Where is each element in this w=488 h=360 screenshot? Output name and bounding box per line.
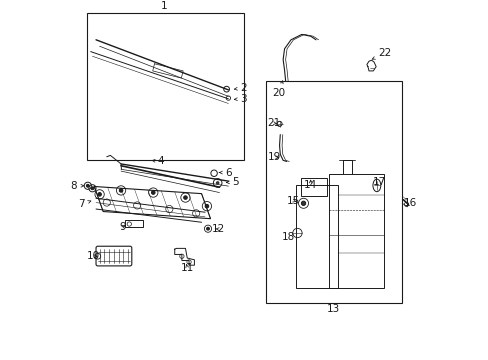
Text: 3: 3 xyxy=(234,94,246,104)
Bar xyxy=(296,185,337,288)
Text: 4: 4 xyxy=(151,157,163,166)
Text: 10: 10 xyxy=(87,251,100,261)
Text: 21: 21 xyxy=(266,118,280,128)
Circle shape xyxy=(119,189,122,192)
Circle shape xyxy=(91,187,94,190)
Text: 20: 20 xyxy=(271,81,285,98)
Bar xyxy=(265,81,401,303)
Text: 9: 9 xyxy=(119,221,126,231)
Bar xyxy=(87,13,244,159)
Bar xyxy=(328,174,383,288)
Circle shape xyxy=(98,193,101,196)
Circle shape xyxy=(86,184,89,187)
Text: 12: 12 xyxy=(211,224,224,234)
Text: 14: 14 xyxy=(304,180,317,190)
Text: 18: 18 xyxy=(281,231,294,242)
Text: 16: 16 xyxy=(404,198,417,208)
Circle shape xyxy=(183,196,187,199)
Text: 7: 7 xyxy=(78,199,91,210)
Text: 19: 19 xyxy=(267,152,280,162)
Text: 1: 1 xyxy=(161,1,167,11)
Circle shape xyxy=(205,204,208,208)
Circle shape xyxy=(206,227,209,230)
Text: 5: 5 xyxy=(226,177,238,187)
Circle shape xyxy=(151,191,155,194)
Text: 6: 6 xyxy=(219,167,231,177)
Circle shape xyxy=(215,181,219,185)
Text: 8: 8 xyxy=(70,181,83,191)
Text: 11: 11 xyxy=(180,263,193,273)
Circle shape xyxy=(301,201,305,206)
Text: 22: 22 xyxy=(371,48,391,59)
Bar xyxy=(301,177,326,197)
Text: 15: 15 xyxy=(286,196,300,206)
Text: 17: 17 xyxy=(372,177,386,187)
Bar xyxy=(124,220,142,227)
Text: 2: 2 xyxy=(234,83,246,93)
Text: 13: 13 xyxy=(326,304,339,314)
